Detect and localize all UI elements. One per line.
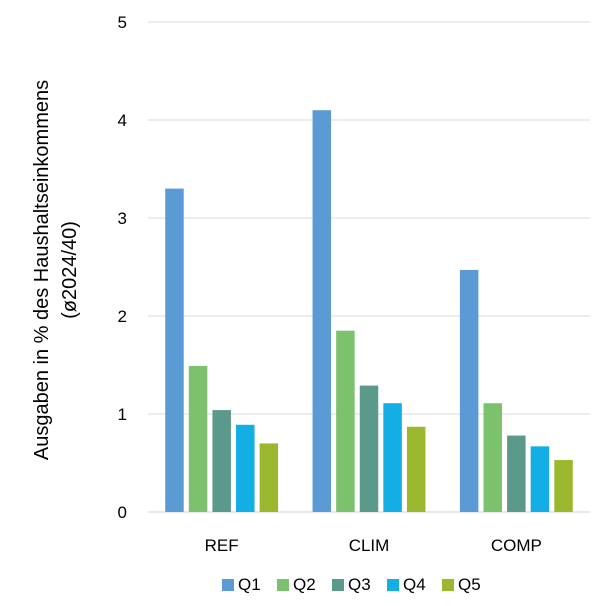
bars <box>165 110 573 512</box>
y-tick-label: 3 <box>118 209 127 228</box>
bar-q1-comp <box>459 269 479 512</box>
x-tick-label: COMP <box>491 536 542 555</box>
bar-q5-ref <box>259 443 279 512</box>
y-axis-title-line1: Ausgaben in % des Haushaltseinkommens <box>31 80 53 460</box>
y-tick-label: 2 <box>118 307 127 326</box>
legend-label-q3: Q3 <box>348 575 371 594</box>
bar-q3-clim <box>359 385 379 512</box>
legend-swatch-q4 <box>387 579 399 591</box>
bar-q2-ref <box>188 365 208 512</box>
bar-q4-ref <box>236 424 255 512</box>
y-tick-label: 0 <box>118 503 127 522</box>
x-tick-label: REF <box>205 536 239 555</box>
y-axis-title-line2: (ø2024/40) <box>59 221 81 319</box>
bar-q3-comp <box>507 435 526 512</box>
y-tick-label: 4 <box>118 111 127 130</box>
bar-q1-ref <box>165 188 184 512</box>
x-tick-labels: REF CLIM COMP <box>205 536 542 555</box>
legend: Q1 Q2 Q3 Q4 Q5 <box>222 575 481 594</box>
legend-label-q1: Q1 <box>238 575 261 594</box>
y-tick-label: 5 <box>118 13 127 32</box>
legend-label-q5: Q5 <box>458 575 481 594</box>
x-tick-label: CLIM <box>349 536 390 555</box>
legend-swatch-q2 <box>277 579 289 591</box>
legend-swatch-q1 <box>222 579 234 591</box>
bar-q1-clim <box>312 110 332 512</box>
bar-q3-ref <box>212 410 231 512</box>
bar-q2-comp <box>483 403 502 512</box>
y-tick-label: 1 <box>118 405 127 424</box>
legend-label-q2: Q2 <box>293 575 316 594</box>
bar-q5-comp <box>554 460 573 512</box>
legend-swatch-q5 <box>442 579 454 591</box>
legend-swatch-q3 <box>332 579 344 591</box>
y-axis-title: Ausgaben in % des Haushaltseinkommens (ø… <box>31 80 81 460</box>
bar-q5-clim <box>406 426 426 512</box>
bar-q4-clim <box>383 403 402 512</box>
y-tick-labels: 0 1 2 3 4 5 <box>118 13 127 522</box>
bar-q4-comp <box>530 446 550 512</box>
bar-q2-clim <box>336 330 355 512</box>
legend-label-q4: Q4 <box>403 575 426 594</box>
